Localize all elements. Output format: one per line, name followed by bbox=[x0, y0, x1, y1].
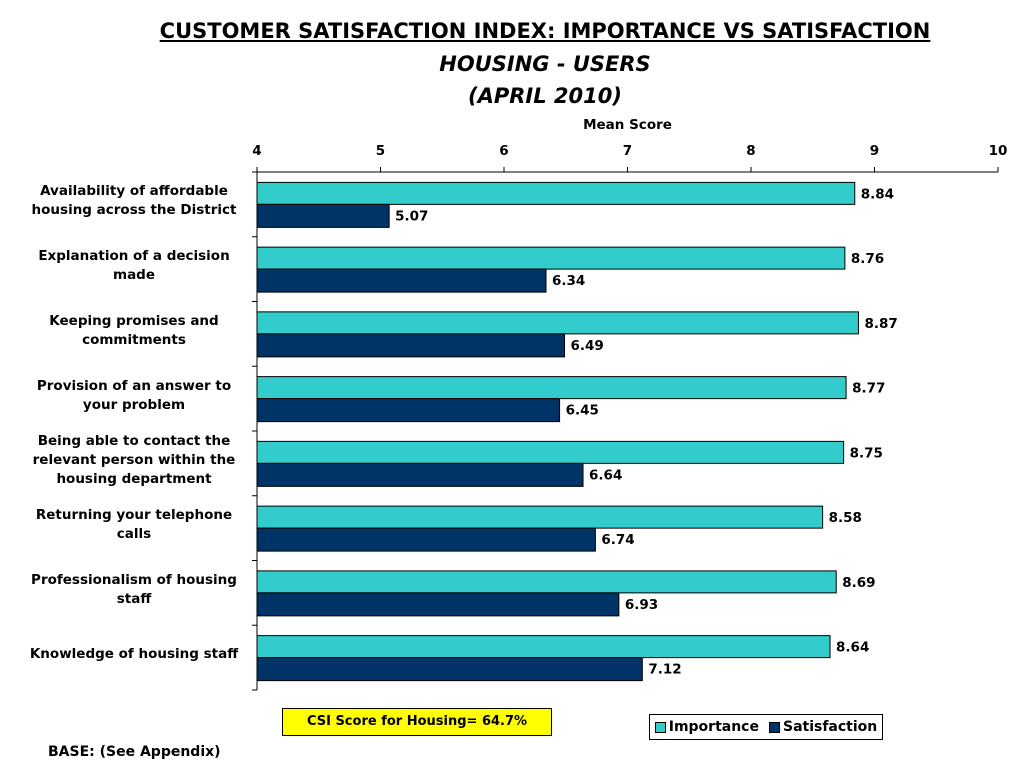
data-label-satisfaction-5: 6.74 bbox=[601, 532, 634, 548]
data-label-importance-5: 8.58 bbox=[829, 510, 862, 526]
bar-importance-3 bbox=[256, 376, 847, 400]
data-label-satisfaction-1: 6.34 bbox=[552, 273, 585, 289]
category-label-0: Availability of affordable housing acros… bbox=[31, 183, 237, 219]
legend-label-importance: Importance bbox=[668, 719, 759, 735]
x-tick-label-10: 10 bbox=[989, 143, 1008, 159]
bar-satisfaction-5 bbox=[256, 527, 596, 552]
data-label-importance-7: 8.64 bbox=[836, 640, 869, 656]
bar-satisfaction-4 bbox=[256, 462, 584, 487]
x-axis-title: Mean Score bbox=[583, 117, 672, 133]
legend-swatch-satisfaction bbox=[768, 721, 780, 733]
bar-satisfaction-2 bbox=[256, 333, 566, 358]
data-label-satisfaction-2: 6.49 bbox=[571, 338, 604, 354]
category-label-2: Keeping promises and commitments bbox=[49, 312, 219, 348]
x-tick-label-7: 7 bbox=[623, 143, 632, 159]
x-tick-label-8: 8 bbox=[746, 143, 755, 159]
bar-importance-5 bbox=[256, 505, 824, 529]
data-label-satisfaction-0: 5.07 bbox=[395, 208, 428, 224]
bar-satisfaction-0 bbox=[256, 203, 390, 228]
data-label-satisfaction-6: 6.93 bbox=[625, 597, 658, 613]
data-label-importance-6: 8.69 bbox=[842, 575, 875, 591]
base-note: BASE: (See Appendix) bbox=[48, 744, 221, 760]
data-label-importance-4: 8.75 bbox=[850, 445, 883, 461]
legend-swatch-importance bbox=[654, 721, 666, 733]
legend-label-satisfaction: Satisfaction bbox=[782, 719, 878, 735]
x-tick-label-4: 4 bbox=[252, 143, 261, 159]
legend: Importance Satisfaction bbox=[649, 714, 883, 740]
x-tick-label-5: 5 bbox=[376, 143, 385, 159]
bar-satisfaction-6 bbox=[256, 592, 620, 617]
chart-date: (APRIL 2010) bbox=[468, 84, 622, 108]
data-label-satisfaction-3: 6.45 bbox=[566, 403, 599, 419]
bar-satisfaction-3 bbox=[256, 398, 561, 423]
data-label-satisfaction-7: 7.12 bbox=[648, 662, 681, 678]
x-tick-label-6: 6 bbox=[499, 143, 508, 159]
data-label-importance-0: 8.84 bbox=[861, 186, 894, 202]
data-label-importance-3: 8.77 bbox=[852, 381, 885, 397]
category-label-3: Provision of an answer to your problem bbox=[36, 377, 232, 413]
category-label-5: Returning your telephone calls bbox=[35, 507, 233, 543]
legend-item-importance: Importance bbox=[654, 719, 759, 735]
bar-importance-1 bbox=[256, 246, 846, 270]
x-tick-label-9: 9 bbox=[870, 143, 879, 159]
chart-title: CUSTOMER SATISFACTION INDEX: IMPORTANCE … bbox=[159, 19, 931, 43]
legend-item-satisfaction: Satisfaction bbox=[768, 719, 878, 735]
bar-importance-0 bbox=[256, 181, 856, 205]
bar-importance-6 bbox=[256, 570, 837, 594]
category-label-6: Professionalism of housing staff bbox=[31, 571, 237, 607]
category-label-7: Knowledge of housing staff bbox=[29, 646, 239, 663]
bar-importance-4 bbox=[256, 440, 845, 464]
bar-satisfaction-1 bbox=[256, 268, 547, 293]
data-label-satisfaction-4: 6.64 bbox=[589, 467, 622, 483]
csi-score-box: CSI Score for Housing= 64.7% bbox=[282, 708, 552, 736]
chart-subtitle: HOUSING - USERS bbox=[439, 52, 651, 76]
category-label-1: Explanation of a decision made bbox=[38, 248, 230, 284]
bar-satisfaction-7 bbox=[256, 657, 643, 682]
bar-importance-2 bbox=[256, 311, 859, 335]
data-label-importance-1: 8.76 bbox=[851, 251, 884, 267]
category-label-4: Being able to contact the relevant perso… bbox=[32, 432, 236, 487]
bar-importance-7 bbox=[256, 635, 831, 659]
data-label-importance-2: 8.87 bbox=[864, 316, 897, 332]
